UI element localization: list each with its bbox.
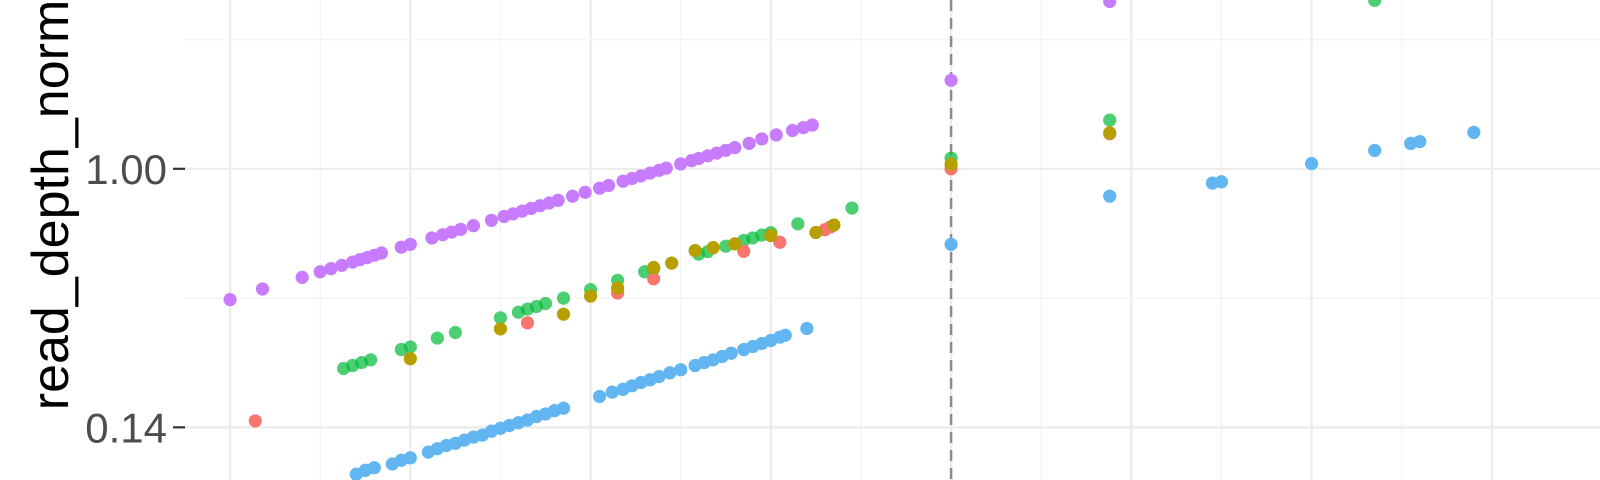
data-point <box>556 307 571 321</box>
data-point <box>764 228 778 243</box>
data-point <box>493 322 508 336</box>
series-0 <box>223 0 1117 307</box>
data-point <box>1103 113 1117 127</box>
y-axis-ticks: 1.00 0.14 <box>85 146 185 451</box>
data-point <box>248 414 262 428</box>
data-point <box>769 128 783 142</box>
data-point <box>728 237 742 251</box>
data-point <box>223 292 237 307</box>
data-point <box>1413 134 1427 149</box>
data-point <box>374 246 389 260</box>
series-3 <box>403 126 1117 366</box>
data-point <box>652 369 666 384</box>
data-point <box>295 270 309 284</box>
y-tick-label: 0.14 <box>85 404 167 451</box>
data-point <box>403 352 417 366</box>
data-point <box>466 219 481 233</box>
series-2 <box>248 127 1117 428</box>
data-point <box>647 260 661 275</box>
data-point <box>1103 189 1117 203</box>
data-point <box>1368 0 1382 7</box>
data-point <box>335 258 349 272</box>
data-point <box>592 389 607 404</box>
data-point <box>551 193 565 207</box>
grid <box>185 0 1600 480</box>
data-point <box>324 262 338 276</box>
data-point <box>367 461 381 475</box>
data-point <box>665 256 679 270</box>
data-point <box>556 291 571 305</box>
data-point <box>538 296 553 311</box>
data-point <box>255 282 270 296</box>
data-point <box>706 241 720 255</box>
data-point <box>724 346 738 360</box>
data-point <box>403 451 417 465</box>
data-point <box>425 231 439 245</box>
data-point <box>1103 0 1117 9</box>
data-point <box>454 222 468 236</box>
data-points <box>223 0 1481 480</box>
data-point <box>845 201 859 215</box>
data-point <box>659 161 673 175</box>
data-point <box>647 272 661 286</box>
data-point <box>1214 175 1229 189</box>
data-point <box>430 331 444 345</box>
data-point <box>364 353 378 367</box>
data-point <box>403 237 417 251</box>
data-point <box>448 325 462 340</box>
data-point <box>565 189 580 203</box>
data-point <box>313 265 327 279</box>
series-4 <box>349 125 1481 480</box>
y-tick-label: 1.00 <box>85 146 167 193</box>
data-point <box>493 311 508 325</box>
data-point <box>484 213 499 227</box>
data-point <box>944 73 958 87</box>
data-point <box>1103 126 1117 140</box>
data-point <box>674 363 688 377</box>
data-point <box>663 366 677 380</box>
data-point <box>800 321 814 336</box>
data-point <box>688 243 702 258</box>
data-point <box>742 136 756 150</box>
series-1 <box>337 0 1382 376</box>
data-point <box>1304 157 1319 171</box>
data-point <box>1467 125 1481 139</box>
data-point <box>778 328 792 342</box>
data-point <box>1368 143 1382 158</box>
data-point <box>827 218 841 232</box>
data-point <box>556 401 571 415</box>
data-point <box>755 132 769 146</box>
data-point <box>403 340 417 354</box>
data-point <box>944 237 958 251</box>
data-point <box>791 217 805 231</box>
data-point <box>578 185 592 199</box>
data-point <box>785 123 800 138</box>
data-point <box>944 157 958 171</box>
data-point <box>601 178 616 193</box>
data-point <box>611 281 625 295</box>
data-point <box>674 157 688 171</box>
y-axis-label: read_depth_norm <box>22 0 80 410</box>
data-point <box>605 385 619 399</box>
data-point <box>728 140 742 155</box>
data-point <box>773 235 787 249</box>
data-point <box>737 244 751 258</box>
data-point <box>809 225 823 240</box>
data-point <box>583 289 598 303</box>
data-point <box>520 316 535 330</box>
data-point <box>805 118 819 132</box>
